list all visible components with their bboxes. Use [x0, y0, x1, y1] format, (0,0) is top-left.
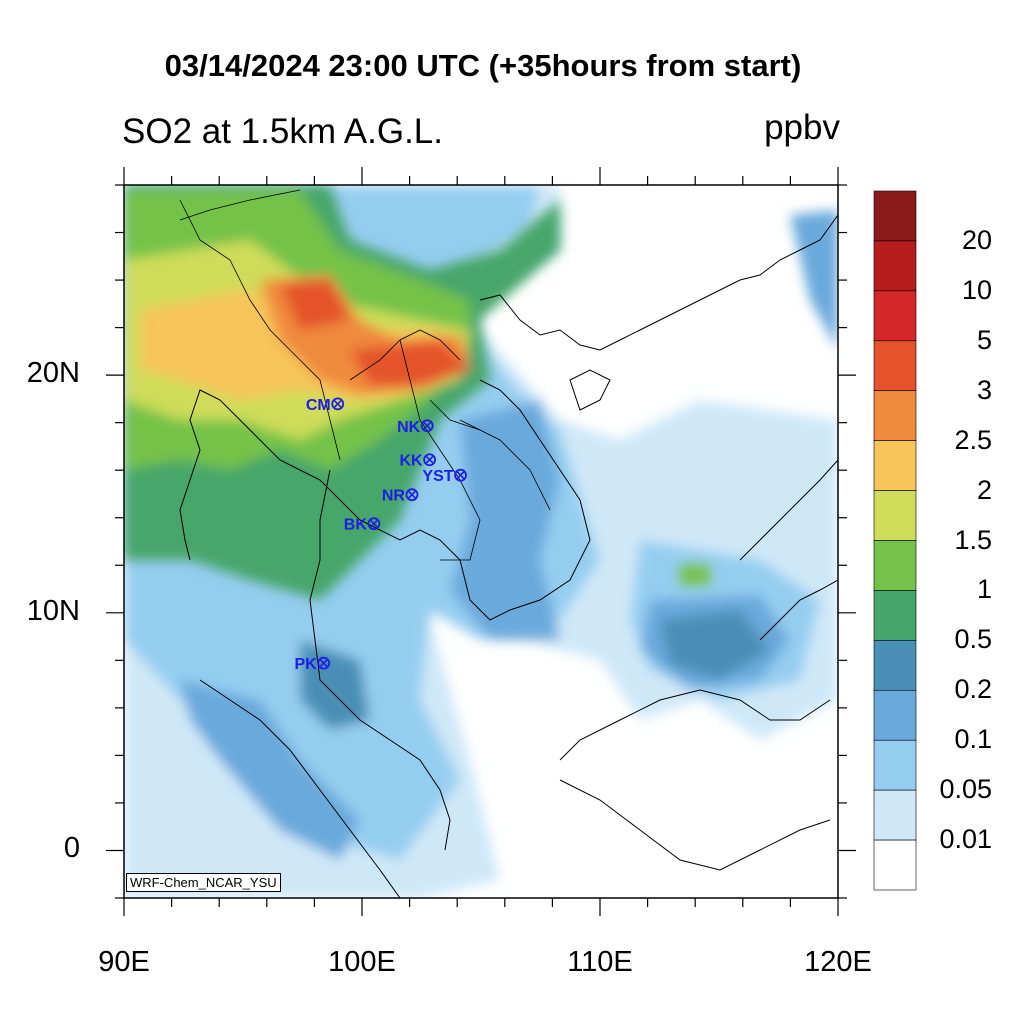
colorbar-level-label: 2.5: [922, 425, 992, 456]
colorbar-swatch: [874, 341, 916, 391]
model-credit: WRF-Chem_NCAR_YSU: [126, 873, 281, 892]
colorbar-swatch: [874, 541, 916, 591]
station-label: YST: [422, 468, 453, 485]
x-tick-label: 110E: [550, 946, 650, 979]
colorbar-swatch: [874, 640, 916, 690]
colorbar-swatch: [874, 241, 916, 291]
concentration-field: [124, 185, 838, 898]
station-label: NK: [397, 419, 421, 436]
colorbar-swatch: [874, 391, 916, 441]
station-label: PK: [294, 656, 317, 673]
colorbar-swatch: [874, 441, 916, 491]
station-label: BK: [344, 517, 368, 534]
colorbar-level-label: 1: [922, 574, 992, 605]
colorbar-level-label: 20: [922, 225, 992, 256]
colorbar: [874, 191, 916, 890]
colorbar-level-label: 0.2: [922, 674, 992, 705]
colorbar-swatch: [874, 690, 916, 740]
colorbar-level-label: 5: [922, 325, 992, 356]
y-tick-label: 20N: [0, 357, 80, 390]
colorbar-swatch: [874, 840, 916, 890]
colorbar-level-label: 1.5: [922, 525, 992, 556]
colorbar-swatch: [874, 590, 916, 640]
colorbar-level-label: 0.5: [922, 624, 992, 655]
station-label: NR: [382, 488, 406, 505]
y-tick-label: 10N: [0, 595, 80, 628]
colorbar-level-label: 3: [922, 375, 992, 406]
x-tick-label: 100E: [312, 946, 412, 979]
station-label: CM: [306, 397, 331, 414]
colorbar-swatch: [874, 491, 916, 541]
colorbar-level-label: 0.05: [922, 774, 992, 805]
colorbar-level-label: 10: [922, 275, 992, 306]
colorbar-level-label: 0.1: [922, 724, 992, 755]
colorbar-level-label: 2: [922, 475, 992, 506]
x-tick-label: 90E: [74, 946, 174, 979]
x-tick-label: 120E: [788, 946, 888, 979]
colorbar-swatch: [874, 291, 916, 341]
colorbar-swatch: [874, 191, 916, 241]
station-label: KK: [399, 453, 423, 470]
y-tick-label: 0: [0, 832, 80, 865]
colorbar-swatch: [874, 740, 916, 790]
colorbar-level-label: 0.01: [922, 824, 992, 855]
colorbar-swatch: [874, 790, 916, 840]
